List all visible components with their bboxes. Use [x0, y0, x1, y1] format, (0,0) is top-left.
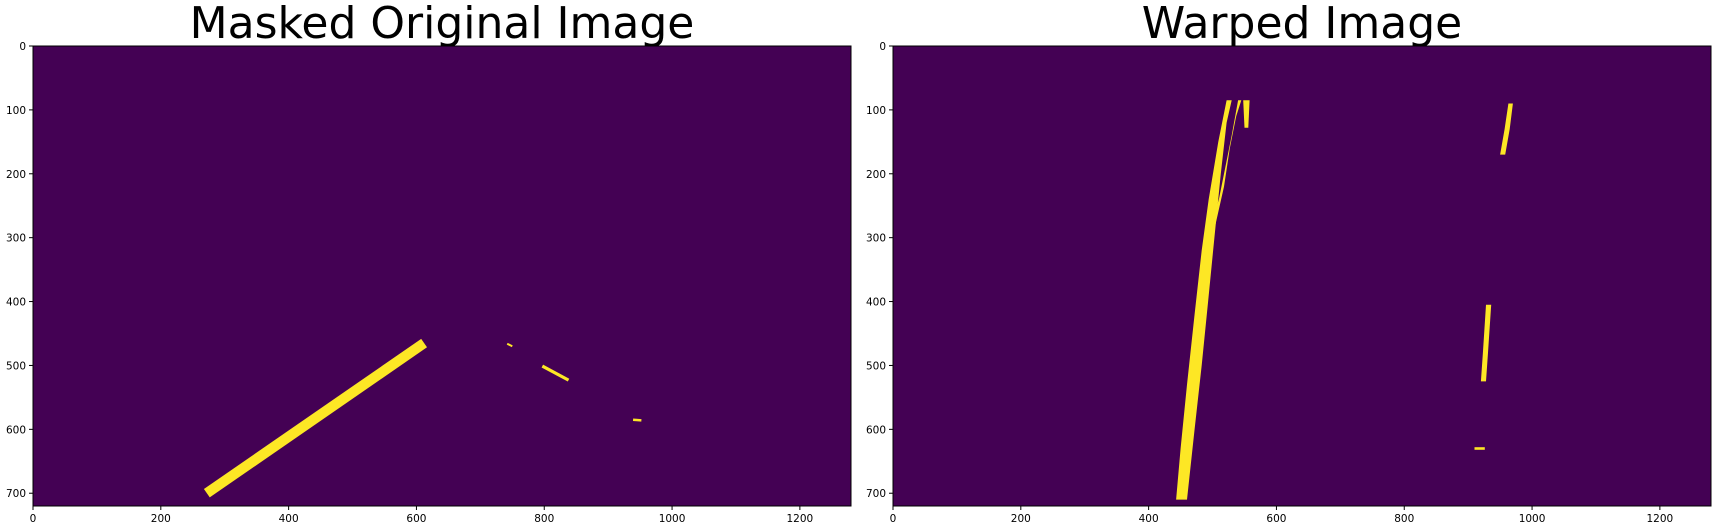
x-tick-label: 1200 — [1647, 513, 1674, 525]
chart-title: Masked Original Image — [189, 0, 695, 49]
lane-pixels — [1474, 447, 1485, 450]
x-tick-label: 400 — [279, 513, 299, 525]
lane-pixels — [1480, 304, 1492, 382]
y-tick-label: 100 — [6, 105, 26, 117]
x-tick-label: 600 — [406, 513, 426, 525]
y-tick-label: 300 — [866, 233, 886, 245]
x-tick-label: 0 — [890, 513, 897, 525]
x-tick-label: 1000 — [659, 513, 686, 525]
y-tick-label: 500 — [866, 360, 886, 372]
y-tick-label: 400 — [866, 297, 886, 309]
y-tick-label: 700 — [866, 488, 886, 500]
y-tick-label: 100 — [866, 105, 886, 117]
y-tick-label: 200 — [6, 169, 26, 181]
y-tick-label: 0 — [879, 41, 886, 53]
lane-pixels — [1243, 100, 1250, 128]
image-background — [33, 46, 851, 506]
x-tick-label: 0 — [30, 513, 37, 525]
y-tick-label: 700 — [6, 488, 26, 500]
x-tick-label: 1200 — [787, 513, 814, 525]
x-tick-label: 200 — [1011, 513, 1031, 525]
y-tick-label: 0 — [19, 41, 26, 53]
axes-frame — [32, 45, 852, 507]
lane-pixels — [1500, 103, 1513, 155]
y-tick-label: 600 — [6, 424, 26, 436]
lane-pixels — [506, 342, 513, 348]
y-tick-label: 400 — [6, 297, 26, 309]
x-tick-label: 800 — [534, 513, 554, 525]
axes-frame — [892, 45, 1712, 507]
x-tick-label: 400 — [1139, 513, 1159, 525]
y-tick-label: 500 — [6, 360, 26, 372]
chart-title: Warped Image — [1141, 0, 1463, 49]
lane-pixels — [1176, 100, 1232, 500]
x-tick-label: 1000 — [1519, 513, 1546, 525]
y-tick-label: 200 — [866, 169, 886, 181]
lane-pixels — [541, 364, 570, 382]
lane-pixels — [203, 338, 428, 498]
lane-pixels — [632, 418, 642, 422]
x-tick-label: 800 — [1394, 513, 1414, 525]
x-tick-label: 200 — [151, 513, 171, 525]
x-tick-label: 600 — [1266, 513, 1286, 525]
image-background — [893, 46, 1711, 506]
y-tick-label: 600 — [866, 424, 886, 436]
y-tick-label: 300 — [6, 233, 26, 245]
